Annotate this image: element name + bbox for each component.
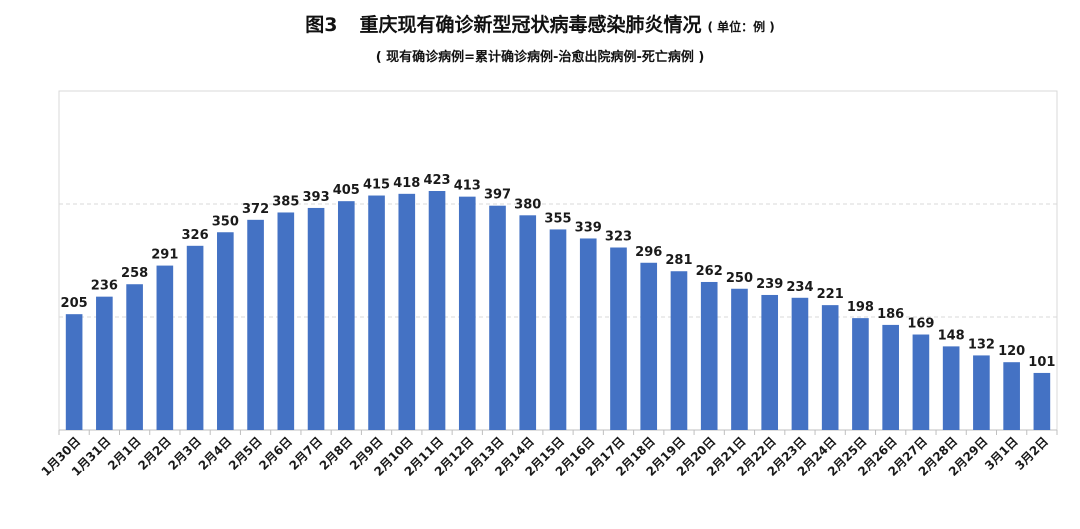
bar bbox=[368, 195, 385, 430]
data-label: 221 bbox=[817, 287, 844, 302]
bar bbox=[186, 245, 204, 430]
bar bbox=[942, 346, 960, 430]
bar bbox=[1033, 372, 1051, 430]
bar bbox=[610, 247, 627, 430]
data-label: 120 bbox=[998, 344, 1025, 359]
chart-title-row: 图3 重庆现有确诊新型冠状病毒感染肺炎情况 ( 单位：例 ) bbox=[0, 10, 1080, 37]
bar bbox=[217, 232, 234, 430]
data-label: 385 bbox=[272, 194, 299, 209]
data-label: 355 bbox=[544, 211, 571, 226]
bar bbox=[882, 324, 899, 430]
bar bbox=[307, 207, 325, 430]
bar bbox=[579, 238, 597, 430]
data-label: 350 bbox=[212, 214, 239, 229]
data-label: 296 bbox=[635, 245, 662, 260]
data-label: 281 bbox=[665, 253, 692, 268]
data-label: 148 bbox=[938, 328, 965, 343]
bar bbox=[791, 297, 809, 430]
x-tick-label: 2月6日 bbox=[256, 434, 295, 473]
bar bbox=[912, 334, 930, 430]
unit-label: ( 单位：例 ) bbox=[707, 20, 775, 34]
data-label: 339 bbox=[575, 220, 602, 235]
bar bbox=[761, 294, 779, 430]
data-label: 326 bbox=[182, 228, 209, 243]
x-tick-label: 3月2日 bbox=[1012, 434, 1051, 473]
data-label: 101 bbox=[1028, 355, 1055, 370]
x-tick-label: 2月7日 bbox=[287, 434, 326, 473]
data-label: 262 bbox=[696, 264, 723, 279]
data-label: 418 bbox=[393, 176, 420, 191]
data-label: 169 bbox=[907, 317, 934, 332]
bar bbox=[549, 229, 567, 430]
figure-number: 图3 bbox=[305, 14, 338, 36]
data-label: 234 bbox=[786, 280, 813, 295]
x-tick-label: 3月1日 bbox=[982, 434, 1021, 473]
data-label: 291 bbox=[151, 248, 178, 263]
bar bbox=[852, 318, 869, 430]
x-tick-label: 2月3日 bbox=[166, 434, 205, 473]
chart-subtitle: ( 现有确诊病例=累计确诊病例-治愈出院病例-死亡病例 ) bbox=[375, 50, 705, 65]
bar bbox=[156, 265, 174, 430]
bar bbox=[428, 191, 446, 430]
bar bbox=[458, 196, 476, 430]
x-tick-label: 2月5日 bbox=[226, 434, 265, 473]
data-label: 393 bbox=[302, 190, 329, 205]
data-label: 423 bbox=[423, 173, 450, 188]
bar bbox=[640, 262, 658, 430]
data-label: 323 bbox=[605, 230, 632, 245]
data-label: 405 bbox=[333, 183, 360, 198]
bar bbox=[126, 284, 143, 430]
x-tick-label: 2月8日 bbox=[317, 434, 356, 473]
bar bbox=[337, 201, 355, 430]
bar bbox=[247, 219, 264, 430]
bar bbox=[1003, 362, 1020, 430]
data-label: 372 bbox=[242, 202, 269, 217]
bar bbox=[973, 355, 990, 430]
x-tick-label: 2月2日 bbox=[135, 434, 174, 473]
x-tick-label: 2月1日 bbox=[105, 434, 144, 473]
data-label: 413 bbox=[454, 179, 481, 194]
data-label: 380 bbox=[514, 197, 541, 212]
chart-title: 重庆现有确诊新型冠状病毒感染肺炎情况 bbox=[359, 14, 702, 36]
bar bbox=[489, 205, 506, 430]
data-label: 415 bbox=[363, 178, 390, 193]
bar bbox=[96, 296, 113, 430]
data-label: 205 bbox=[61, 296, 88, 311]
data-label: 397 bbox=[484, 188, 511, 203]
bar bbox=[731, 288, 748, 430]
bar bbox=[670, 271, 688, 430]
data-label: 258 bbox=[121, 266, 148, 281]
bar bbox=[65, 314, 83, 430]
data-label: 198 bbox=[847, 300, 874, 315]
data-label: 132 bbox=[968, 337, 995, 352]
bar bbox=[398, 193, 416, 430]
data-label: 186 bbox=[877, 307, 904, 322]
data-label: 236 bbox=[91, 279, 118, 294]
bar bbox=[821, 305, 839, 430]
data-label: 239 bbox=[756, 277, 783, 292]
bar bbox=[277, 212, 295, 430]
bar bbox=[700, 281, 718, 430]
bar bbox=[519, 215, 537, 430]
x-tick-label: 2月4日 bbox=[196, 434, 235, 473]
data-label: 250 bbox=[726, 271, 753, 286]
